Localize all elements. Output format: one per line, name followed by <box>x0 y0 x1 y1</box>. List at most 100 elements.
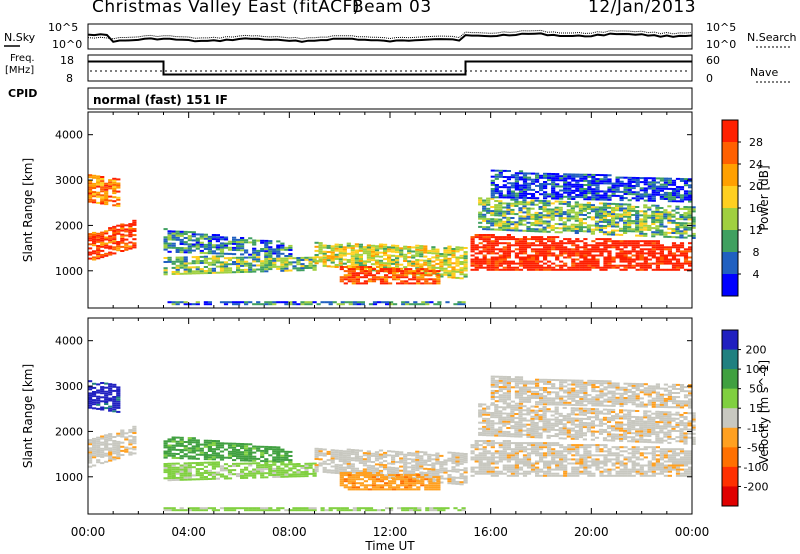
power-echo-cell-1248 <box>482 258 487 261</box>
power-echo-cell-710 <box>338 252 343 255</box>
power-echo-cell-3036 <box>368 303 374 306</box>
power-echo-cell-1524 <box>567 250 572 253</box>
power-echo-cell-2102 <box>558 210 563 213</box>
power-echo-cell-625 <box>296 267 301 270</box>
power-echo-cell-2196 <box>594 224 600 227</box>
power-echo-cell-2094 <box>554 200 559 203</box>
velocity-echo-cell-369 <box>248 453 253 456</box>
power-echo-cell-1040 <box>463 275 468 278</box>
power-echo-cell-339 <box>232 249 237 251</box>
power-echo-cell-2021 <box>530 213 535 216</box>
velocity-echo-cell-1502 <box>555 452 560 455</box>
velocity-echo-cell-507 <box>203 472 208 474</box>
velocity-echo-cell-1202 <box>428 484 433 487</box>
power-echo-cell-725 <box>346 259 351 261</box>
velocity-echo-cell-1455 <box>543 466 548 469</box>
velocity-echo-cell-549 <box>232 462 237 465</box>
velocity-echo-cell-1439 <box>535 442 540 445</box>
velocity-echo-cell-1759 <box>651 470 656 473</box>
power-echo-cell-1890 <box>486 222 491 225</box>
power-echo-cell-2236 <box>606 221 612 224</box>
power-echo-cell-1537 <box>571 250 576 253</box>
power-echo-cell-799 <box>374 255 380 258</box>
velocity-echo-cell-226 <box>171 444 176 447</box>
velocity-echo-cell-594 <box>264 464 269 466</box>
velocity-echo-cell-359 <box>244 455 249 458</box>
velocity-echo-cell-425 <box>284 450 289 453</box>
power-echo-cell-1380 <box>522 266 528 269</box>
power-echo-cell-1303 <box>494 238 499 241</box>
power-echo-cell-1034 <box>459 263 464 265</box>
velocity-echo-cell-658 <box>308 472 313 475</box>
power-echo-cell-2601 <box>539 193 544 196</box>
velocity-echo-cell-890 <box>403 457 408 460</box>
velocity-echo-cell-1409 <box>526 456 532 459</box>
power-echo-cell-2909 <box>667 200 672 203</box>
velocity-echo-cell-405 <box>272 448 277 451</box>
velocity-echo-cell-1279 <box>486 450 491 453</box>
power-echo-cell-1555 <box>579 268 584 271</box>
power-echo-cell-1709 <box>631 260 636 263</box>
power-echo-cell-924 <box>419 247 424 250</box>
power-echo-cell-2320 <box>635 224 640 227</box>
power-echo-cell-197 <box>112 177 117 180</box>
power-echo-cell-2038 <box>538 228 543 231</box>
power-echo-cell-288 <box>203 252 208 255</box>
velocity-echo-cell-443 <box>167 464 172 467</box>
velocity-echo-cell-1353 <box>510 464 515 467</box>
power-echo-cell-2573 <box>522 176 528 179</box>
power-echo-cell-2688 <box>571 175 576 178</box>
velocity-echo-cell-476 <box>183 464 188 467</box>
velocity-echo-cell-1696 <box>623 446 628 449</box>
power-echo-cell-124 <box>88 198 93 201</box>
velocity-echo-cell-855 <box>391 460 396 463</box>
velocity-echo-cell-148 <box>96 395 101 398</box>
velocity-echo-cell-456 <box>175 472 180 475</box>
power-echo-cell-150 <box>96 185 101 188</box>
power-echo-cell-2903 <box>663 187 668 190</box>
velocity-echo-cell-900 <box>407 452 412 454</box>
power-echo-cell-1165 <box>408 268 413 271</box>
power-echo-cell-2206 <box>598 229 604 231</box>
power-echo-cell-418 <box>288 244 293 247</box>
power-echo-cell-2011 <box>526 209 531 212</box>
velocity-echo-cell-285 <box>203 454 208 456</box>
freq-label: Freq. <box>10 53 35 64</box>
velocity-echo-cell-533 <box>219 469 225 472</box>
velocity-echo-cell-220 <box>167 438 172 441</box>
velocity-echo-cell-696 <box>326 452 331 455</box>
power-echo-cell-1519 <box>567 268 572 271</box>
power-echo-cell-199 <box>116 202 121 205</box>
velocity-echo-cell-1366 <box>514 464 519 467</box>
power-echo-cell-1131 <box>388 282 393 285</box>
velocity-echo-cell-1657 <box>611 468 616 471</box>
power-echo-cell-2791 <box>611 182 616 185</box>
velocity-echo-cell-1061 <box>339 474 344 477</box>
velocity-echo-cell-1289 <box>490 460 495 463</box>
power-echo-cell-1399 <box>526 260 532 263</box>
velocity-echo-cell-1372 <box>514 452 519 455</box>
velocity-echo-cell-1465 <box>547 474 552 477</box>
velocity-echo-cell-1354 <box>510 458 515 461</box>
velocity-echo-cell-1555 <box>575 470 580 473</box>
power-echo-cell-1615 <box>595 238 600 241</box>
power-echo-cell-2777 <box>607 194 612 197</box>
power-echo-cell-638 <box>304 258 309 261</box>
velocity-echo-cell-876 <box>399 459 404 462</box>
power-echo-cell-2761 <box>599 182 604 185</box>
power-echo-cell-1122 <box>379 270 385 273</box>
power-echo-cell-1899 <box>486 197 491 200</box>
velocity-echo-cell-263 <box>191 451 196 454</box>
power-echo-cell-2652 <box>559 189 564 192</box>
power-echo-cell-2473 <box>691 237 696 239</box>
power-echo-cell-739 <box>350 249 355 252</box>
power-echo-cell-977 <box>439 255 444 258</box>
power-echo-cell-911 <box>415 248 420 251</box>
velocity-echo-cell-1824 <box>671 450 677 453</box>
velocity-echo-cell-502 <box>199 468 204 470</box>
velocity-echo-cell-237 <box>179 457 184 460</box>
power-echo-cell-757 <box>358 260 363 262</box>
velocity-echo-cell-577 <box>256 472 261 475</box>
power-echo-cell-2548 <box>514 178 519 181</box>
velocity-echo-cell-208 <box>163 450 168 453</box>
